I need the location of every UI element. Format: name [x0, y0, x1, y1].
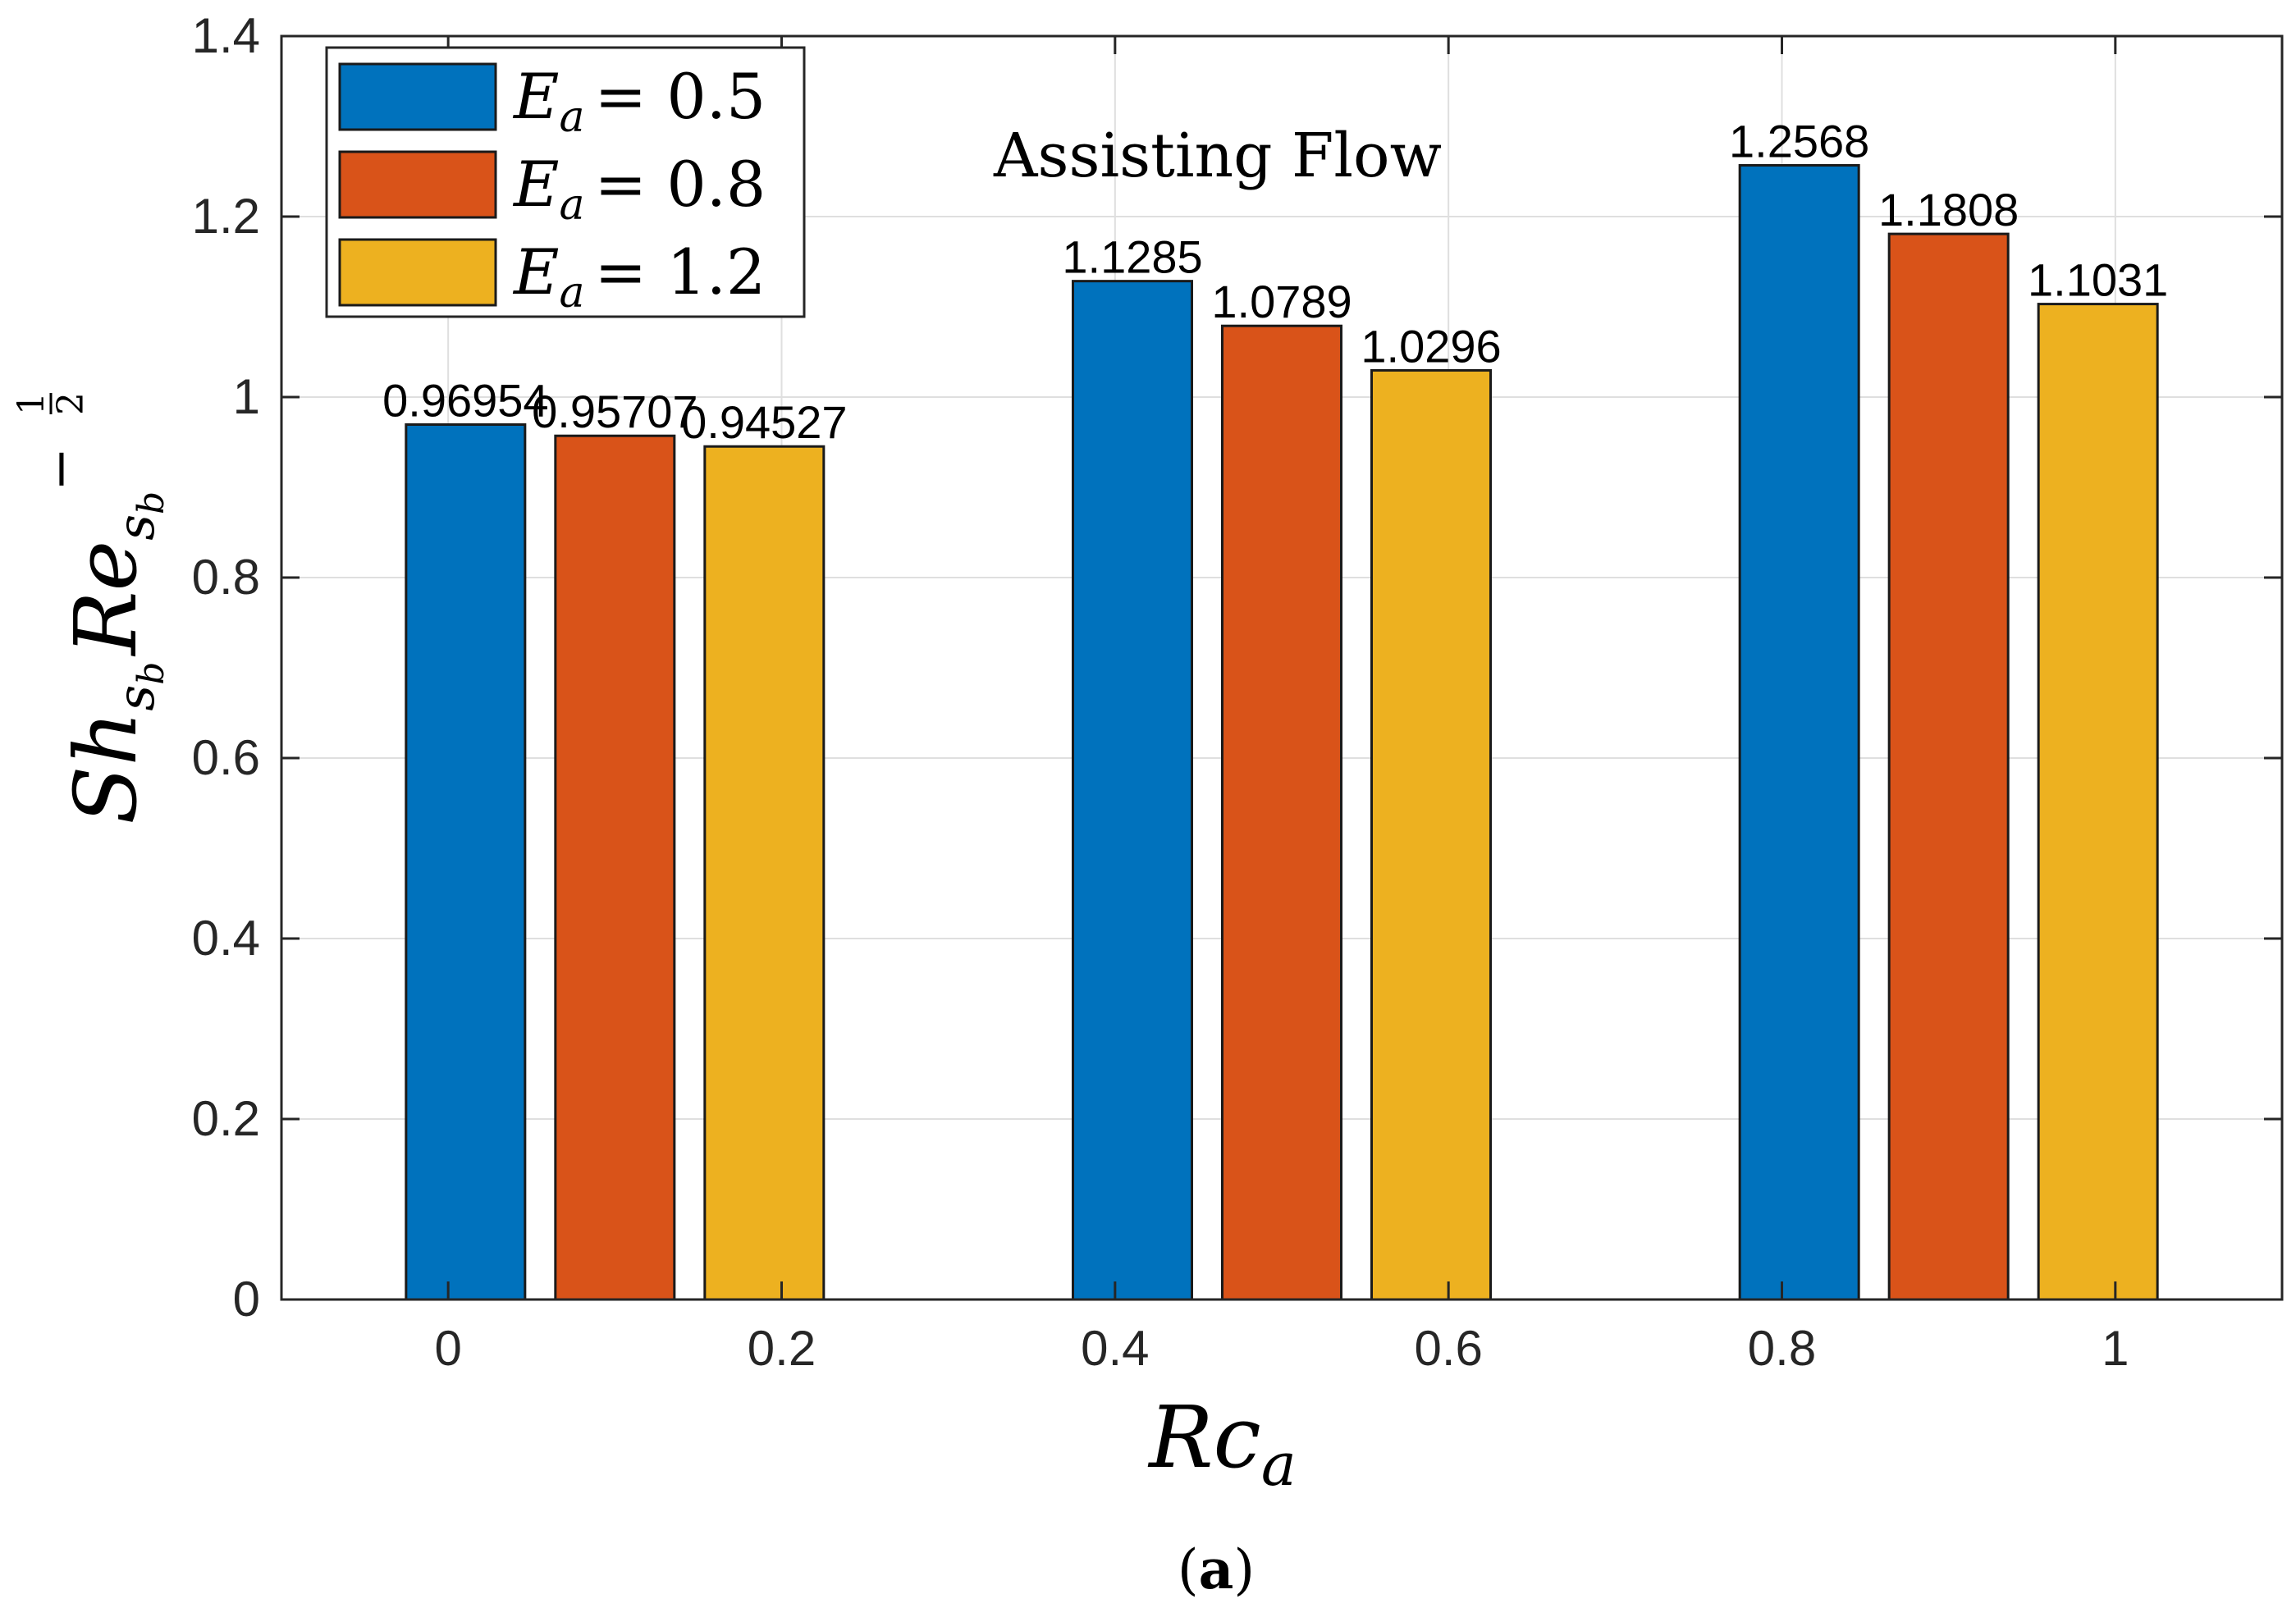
legend-swatch	[338, 238, 497, 307]
x-tick-label: 1	[2102, 1321, 2129, 1376]
annotation-assisting-flow: Assisting Flow	[993, 121, 1442, 191]
figure-caption: (a)	[1178, 1537, 1255, 1601]
data-label: 0.95707	[532, 386, 697, 437]
data-label: 1.1285	[1062, 231, 1202, 283]
y-tick-label: 0.4	[192, 911, 260, 966]
x-tick-label: 0.6	[1414, 1321, 1482, 1376]
bar	[405, 423, 527, 1301]
data-label: 1.0296	[1361, 320, 1501, 372]
x-tick-label: 0.4	[1081, 1321, 1149, 1376]
legend-label: Ea = 0.8	[512, 148, 766, 230]
svg-text:2: 2	[50, 392, 92, 415]
bar	[1887, 232, 2010, 1301]
y-tick-label: 0.8	[192, 550, 260, 605]
bar	[703, 445, 826, 1301]
data-label: 1.0789	[1211, 276, 1352, 327]
bar	[554, 434, 676, 1301]
svg-text:ShsbResb−: ShsbResb−	[30, 447, 172, 824]
y-axis-label: ShsbResb− 1 2	[11, 392, 172, 824]
legend-label: Ea = 0.5	[512, 60, 766, 142]
y-tick-label: 1.2	[192, 189, 260, 244]
bar	[1221, 324, 1342, 1301]
bar	[1370, 368, 1492, 1301]
data-label: 1.2568	[1729, 116, 1869, 167]
data-label: 0.96954	[382, 375, 548, 427]
data-label: 0.94527	[681, 396, 847, 448]
x-axis-label: Rca	[1147, 1387, 1297, 1499]
y-tick-label: 1.4	[192, 8, 260, 63]
data-label: 1.1808	[1878, 184, 2019, 235]
axis-ticks: 0 0.2 0.4 0.6 0.8 1 1.2 1.4 0 0.2 0.4 0.6 0.8 1	[192, 8, 2282, 1376]
legend-swatch	[338, 62, 497, 131]
bar	[1072, 280, 1193, 1301]
bar	[2037, 303, 2159, 1301]
y-tick-label: 0.2	[192, 1091, 260, 1146]
y-tick-label: 1	[233, 369, 260, 424]
legend-label: Ea = 1.2	[512, 235, 766, 317]
y-tick-label: 0	[233, 1272, 260, 1327]
legend-swatch	[338, 150, 497, 219]
x-tick-label: 0.2	[748, 1321, 816, 1376]
legend: Ea = 0.5Ea = 0.8Ea = 1.2	[325, 46, 806, 318]
x-tick-label: 0.8	[1748, 1321, 1816, 1376]
data-label: 1.1031	[2028, 254, 2168, 306]
plot-frame	[280, 34, 2284, 1301]
data-labels: 0.96954 1.1285 1.2568 0.95707 1.0789 1.1808 0.…	[382, 116, 2168, 449]
bars	[405, 164, 2159, 1301]
svg-text:1: 1	[11, 392, 53, 415]
x-tick-label: 0	[434, 1321, 461, 1376]
bar	[1738, 164, 1860, 1301]
y-tick-label: 0.6	[192, 730, 260, 785]
